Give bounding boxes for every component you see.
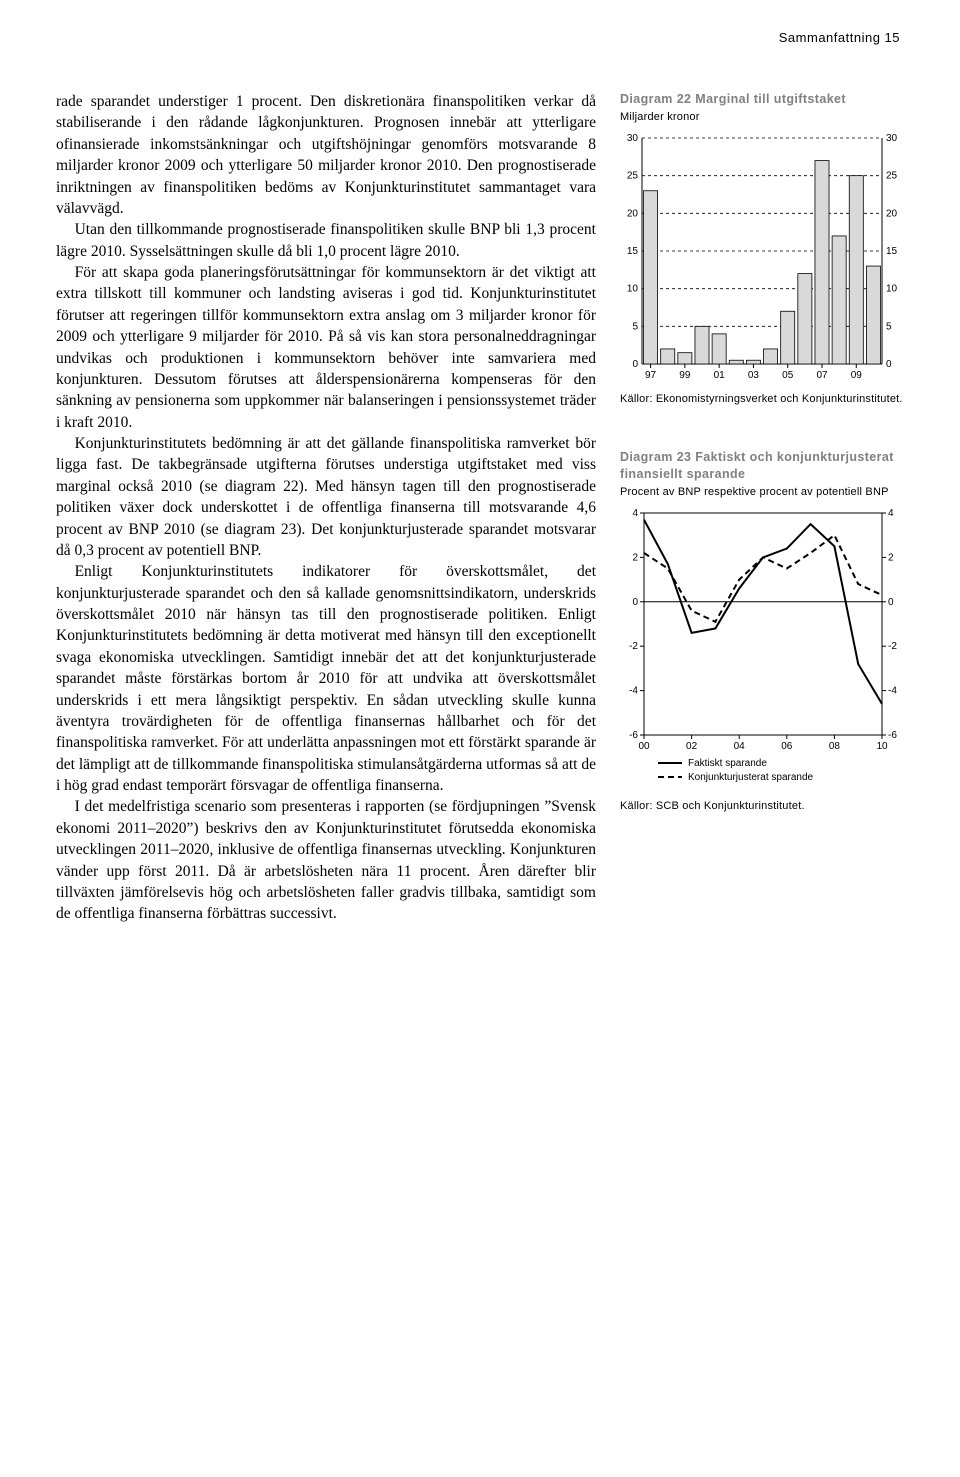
- svg-text:97: 97: [645, 370, 657, 381]
- svg-text:03: 03: [748, 370, 760, 381]
- svg-text:20: 20: [886, 209, 898, 220]
- svg-text:07: 07: [816, 370, 828, 381]
- svg-text:02: 02: [686, 741, 698, 752]
- chart-23-svg: -6-6-4-4-2-2002244000204060810Faktiskt s…: [620, 507, 904, 791]
- svg-text:15: 15: [627, 246, 639, 257]
- svg-text:00: 00: [638, 741, 650, 752]
- chart-22-title: Diagram 22 Marginal till utgiftstaket: [620, 91, 904, 108]
- svg-text:-2: -2: [629, 641, 638, 652]
- svg-text:30: 30: [627, 133, 639, 144]
- chart-23-source: Källor: SCB och Konjunkturinstitutet.: [620, 799, 904, 814]
- svg-text:09: 09: [851, 370, 863, 381]
- two-column-layout: rade sparandet understiger 1 procent. De…: [56, 91, 904, 925]
- svg-text:-6: -6: [629, 730, 638, 741]
- svg-text:15: 15: [886, 246, 898, 257]
- svg-text:10: 10: [876, 741, 888, 752]
- svg-text:0: 0: [632, 597, 638, 608]
- body-text-column: rade sparandet understiger 1 procent. De…: [56, 91, 596, 925]
- paragraph: rade sparandet understiger 1 procent. De…: [56, 91, 596, 219]
- svg-text:10: 10: [627, 284, 639, 295]
- charts-column: Diagram 22 Marginal till utgiftstaket Mi…: [620, 91, 904, 925]
- chart-22-svg: 00551010151520202525303097990103050709: [620, 132, 904, 384]
- svg-text:0: 0: [886, 359, 892, 370]
- svg-text:25: 25: [627, 171, 639, 182]
- svg-text:Konjunkturjusterat sparande: Konjunkturjusterat sparande: [688, 772, 814, 783]
- svg-text:5: 5: [886, 322, 892, 333]
- svg-text:2: 2: [632, 552, 638, 563]
- chart-23-block: Diagram 23 Faktiskt och konjunkturjuster…: [620, 449, 904, 814]
- svg-text:05: 05: [782, 370, 794, 381]
- page: Sammanfattning 15 rade sparandet underst…: [0, 0, 960, 965]
- svg-text:2: 2: [888, 552, 894, 563]
- svg-text:10: 10: [886, 284, 898, 295]
- svg-text:0: 0: [632, 359, 638, 370]
- chart-22-source: Källor: Ekonomistyrningsverket och Konju…: [620, 392, 904, 407]
- svg-text:-6: -6: [888, 730, 897, 741]
- paragraph: I det medelfristiga scenario som present…: [56, 796, 596, 924]
- chart-22-subtitle: Miljarder kronor: [620, 110, 904, 124]
- svg-text:Faktiskt sparande: Faktiskt sparande: [688, 758, 767, 769]
- running-head: Sammanfattning 15: [56, 30, 904, 45]
- paragraph: För att skapa goda planeringsförutsättni…: [56, 262, 596, 433]
- svg-text:04: 04: [734, 741, 746, 752]
- svg-text:0: 0: [888, 597, 894, 608]
- svg-text:06: 06: [781, 741, 793, 752]
- paragraph: Enligt Konjunkturinstitutets indikatorer…: [56, 561, 596, 796]
- svg-text:4: 4: [888, 508, 894, 519]
- svg-text:25: 25: [886, 171, 898, 182]
- svg-text:20: 20: [627, 209, 639, 220]
- paragraph: Konjunkturinstitutets bedömning är att d…: [56, 433, 596, 561]
- svg-text:08: 08: [829, 741, 841, 752]
- svg-text:5: 5: [632, 322, 638, 333]
- svg-text:99: 99: [679, 370, 691, 381]
- chart-22-block: Diagram 22 Marginal till utgiftstaket Mi…: [620, 91, 904, 407]
- svg-text:-4: -4: [629, 686, 638, 697]
- svg-text:4: 4: [632, 508, 638, 519]
- svg-text:-4: -4: [888, 686, 897, 697]
- svg-text:-2: -2: [888, 641, 897, 652]
- svg-text:30: 30: [886, 133, 898, 144]
- paragraph: Utan den tillkommande prognostiserade fi…: [56, 219, 596, 262]
- chart-23-title: Diagram 23 Faktiskt och konjunkturjuster…: [620, 449, 904, 483]
- svg-text:01: 01: [714, 370, 726, 381]
- chart-23-subtitle: Procent av BNP respektive procent av pot…: [620, 485, 904, 499]
